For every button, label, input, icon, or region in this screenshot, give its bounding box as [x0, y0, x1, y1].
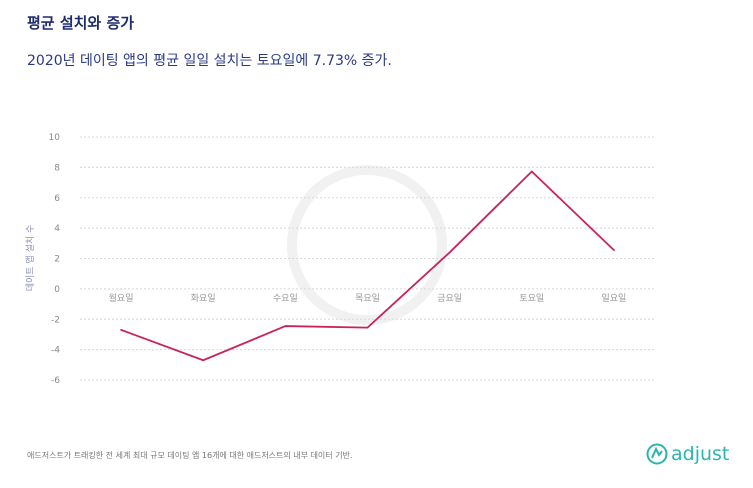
- chart-title: 평균 설치와 증가: [27, 14, 135, 32]
- source-footnote: 애드저스트가 트래킹한 전 세계 최대 규모 데이팅 앱 16개에 대한 애드저…: [27, 451, 353, 460]
- x-tick-label: 금요일: [437, 293, 462, 304]
- data-point: [448, 251, 451, 254]
- x-tick-label: 일요일: [602, 293, 627, 304]
- data-point: [613, 249, 615, 252]
- data-point: [366, 326, 369, 329]
- adjust-logo-text: adjust: [671, 443, 730, 465]
- y-tick-label: 6: [54, 194, 60, 204]
- x-tick-label: 월요일: [109, 292, 134, 304]
- y-tick-label: 8: [54, 163, 60, 173]
- data-point: [202, 359, 205, 362]
- y-tick-label: -6: [51, 376, 60, 386]
- data-point: [530, 170, 533, 173]
- data-point: [120, 328, 122, 331]
- y-tick-label: 2: [54, 255, 60, 265]
- x-tick-label: 목요일: [355, 293, 380, 304]
- y-tick-label: 0: [54, 285, 60, 295]
- x-tick-label: 토요일: [519, 293, 544, 304]
- data-point: [284, 325, 287, 327]
- x-tick-label: 수요일: [273, 293, 298, 304]
- y-tick-label: 4: [54, 224, 60, 234]
- y-tick-label: -2: [51, 315, 60, 325]
- series-line: [120, 170, 615, 362]
- y-axis-label: 데이트 앱 설치 수: [24, 225, 36, 292]
- watermark-circle: [287, 165, 447, 325]
- y-tick-label: -4: [51, 346, 60, 356]
- adjust-logo: adjust: [646, 443, 729, 465]
- adjust-logo-icon: [646, 443, 668, 465]
- y-tick-label: 10: [49, 133, 61, 143]
- chart-subtitle: 2020년 데이팅 앱의 평균 일일 설치는 토요일에 7.73% 증가.: [27, 53, 392, 69]
- x-tick-label: 화요일: [191, 293, 216, 304]
